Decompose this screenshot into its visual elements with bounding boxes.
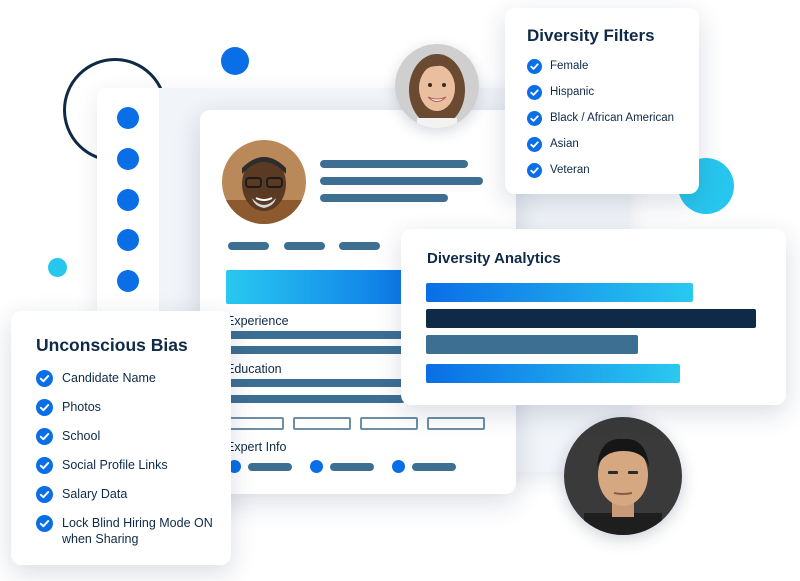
- strip-dot: [117, 148, 139, 170]
- unconscious-bias-card: Unconscious Bias Candidate Name Photos S…: [11, 311, 231, 565]
- filter-option-veteran[interactable]: Veteran: [527, 163, 590, 178]
- bias-option-candidate-name[interactable]: Candidate Name: [36, 370, 226, 387]
- bias-option-label: Photos: [62, 400, 101, 414]
- experience-bar: [226, 346, 406, 354]
- skill-box: [293, 417, 351, 430]
- filter-option-label: Black / African American: [550, 112, 674, 124]
- strip-dot: [117, 270, 139, 292]
- skill-box: [226, 417, 284, 430]
- education-bar: [226, 395, 406, 403]
- info-dot: [310, 460, 323, 473]
- bias-option-social-profile-links[interactable]: Social Profile Links: [36, 457, 226, 474]
- decorative-cyan-dot: [48, 258, 67, 277]
- education-bar: [226, 379, 406, 387]
- info-dot: [228, 460, 241, 473]
- detail-placeholder-bar: [320, 194, 448, 202]
- filter-option-label: Asian: [550, 138, 579, 150]
- check-circle-icon: [36, 486, 53, 503]
- check-circle-icon: [36, 370, 53, 387]
- bias-option-lock-blind-hiring[interactable]: Lock Blind Hiring Mode ON when Sharing: [36, 515, 226, 547]
- filter-option-asian[interactable]: Asian: [527, 137, 579, 152]
- filter-option-hispanic[interactable]: Hispanic: [527, 85, 594, 100]
- name-placeholder-bar: [320, 160, 468, 168]
- check-circle-icon: [527, 59, 542, 74]
- tab-placeholder-bar[interactable]: [339, 242, 380, 250]
- info-dot: [392, 460, 405, 473]
- candidate-avatar-man: [564, 417, 682, 535]
- bias-option-salary-data[interactable]: Salary Data: [36, 486, 226, 503]
- candidate-avatar-woman: [395, 44, 479, 128]
- check-circle-icon: [527, 137, 542, 152]
- strip-dot: [117, 229, 139, 251]
- analytics-bar: [426, 309, 756, 328]
- tab-placeholder-bar[interactable]: [284, 242, 325, 250]
- tab-placeholder-bar[interactable]: [228, 242, 269, 250]
- info-bar: [248, 463, 292, 471]
- diversity-analytics-title: Diversity Analytics: [427, 250, 561, 267]
- education-label: Education: [226, 362, 282, 376]
- bias-option-label: Candidate Name: [62, 371, 156, 385]
- diversity-filters-card: Diversity Filters Female Hispanic Black …: [505, 8, 699, 194]
- bias-option-photos[interactable]: Photos: [36, 399, 226, 416]
- filter-option-label: Hispanic: [550, 86, 595, 98]
- expert-info-label: Expert Info: [226, 440, 287, 454]
- check-circle-icon: [527, 111, 542, 126]
- skill-box: [360, 417, 418, 430]
- strip-dot: [117, 189, 139, 211]
- bias-option-label: Salary Data: [62, 487, 128, 501]
- check-circle-icon: [36, 515, 53, 532]
- filter-option-black-african-american[interactable]: Black / African American: [527, 111, 674, 126]
- analytics-bar: [426, 283, 693, 302]
- bias-option-label: Lock Blind Hiring Mode ON when Sharing: [62, 516, 213, 546]
- bias-option-label: Social Profile Links: [62, 458, 168, 472]
- info-bar: [330, 463, 374, 471]
- check-circle-icon: [527, 163, 542, 178]
- filter-option-label: Female: [550, 60, 589, 72]
- diversity-analytics-card: Diversity Analytics: [401, 229, 786, 405]
- strip-dot: [117, 107, 139, 129]
- check-circle-icon: [36, 457, 53, 474]
- skill-box: [427, 417, 485, 430]
- unconscious-bias-title: Unconscious Bias: [36, 335, 188, 355]
- filter-option-label: Veteran: [550, 164, 590, 176]
- analytics-bar: [426, 364, 680, 383]
- candidate-avatar: [222, 140, 306, 224]
- decorative-blue-dot: [221, 47, 249, 75]
- experience-bar: [226, 331, 406, 339]
- diversity-filters-title: Diversity Filters: [527, 26, 655, 45]
- check-circle-icon: [527, 85, 542, 100]
- analytics-bar: [426, 335, 638, 354]
- bias-option-school[interactable]: School: [36, 428, 226, 445]
- info-bar: [412, 463, 456, 471]
- check-circle-icon: [36, 428, 53, 445]
- filter-option-female[interactable]: Female: [527, 59, 588, 74]
- bias-option-label: School: [62, 429, 101, 443]
- experience-label: Experience: [226, 314, 289, 328]
- title-placeholder-bar: [320, 177, 483, 185]
- check-circle-icon: [36, 399, 53, 416]
- profile-highlight-bar: [226, 270, 426, 304]
